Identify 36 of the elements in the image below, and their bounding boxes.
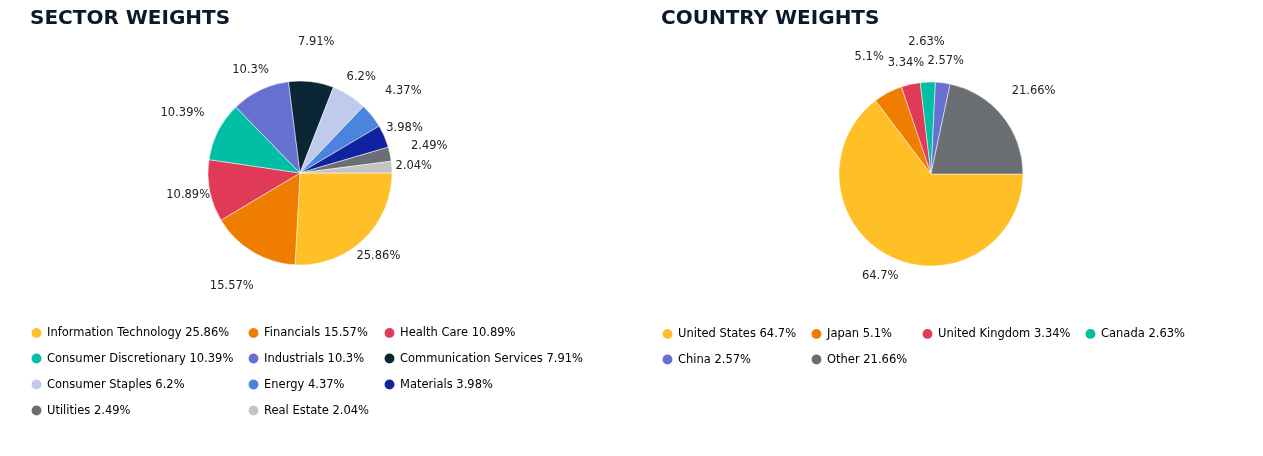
data-label: 10.89% <box>166 187 211 202</box>
legend-label: Health Care 10.89% <box>400 324 516 339</box>
legend-label: Canada 2.63% <box>1101 325 1186 340</box>
data-label: 2.63% <box>908 34 945 49</box>
legend-label: Consumer Staples 6.2% <box>47 376 185 391</box>
data-label: 2.04% <box>395 157 433 172</box>
data-label: 25.86% <box>356 247 401 262</box>
data-label: 2.49% <box>410 137 448 152</box>
data-label: 3.98% <box>386 119 423 134</box>
data-label: 64.7% <box>861 268 899 283</box>
data-label: 6.2% <box>346 68 376 83</box>
legend-label: Materials 3.98% <box>400 376 493 391</box>
data-label: 21.66% <box>1011 82 1056 97</box>
data-label: 2.57% <box>927 52 965 67</box>
legend-label: Utilities 2.49% <box>47 402 131 417</box>
legend-label: United Kingdom 3.34% <box>938 325 1071 340</box>
legend-label: Real Estate 2.04% <box>264 402 370 417</box>
data-label: 3.34% <box>887 54 925 69</box>
data-label: 10.3% <box>232 62 269 77</box>
legend-label: Industrials 10.3% <box>264 350 365 365</box>
legend-label: Energy 4.37% <box>264 376 345 391</box>
legend-label: Financials 15.57% <box>264 324 368 339</box>
legend-label: Other 21.66% <box>827 351 908 366</box>
legend-label: Japan 5.1% <box>826 325 893 340</box>
data-label: 5.1% <box>854 49 884 64</box>
data-label: 15.57% <box>209 278 254 292</box>
data-label: 4.37% <box>385 82 422 97</box>
legend-label: United States 64.7% <box>678 325 797 340</box>
data-label: 7.91% <box>297 34 335 48</box>
legend-label: Information Technology 25.86% <box>47 324 230 339</box>
legend-label: Communication Services 7.91% <box>400 350 584 365</box>
legend-label: China 2.57% <box>678 351 752 366</box>
data-label: 10.39% <box>160 104 205 119</box>
legend-label: Consumer Discretionary 10.39% <box>47 350 234 365</box>
chart-title: SECTOR WEIGHTS <box>30 5 231 29</box>
chart-title: COUNTRY WEIGHTS <box>661 5 880 30</box>
